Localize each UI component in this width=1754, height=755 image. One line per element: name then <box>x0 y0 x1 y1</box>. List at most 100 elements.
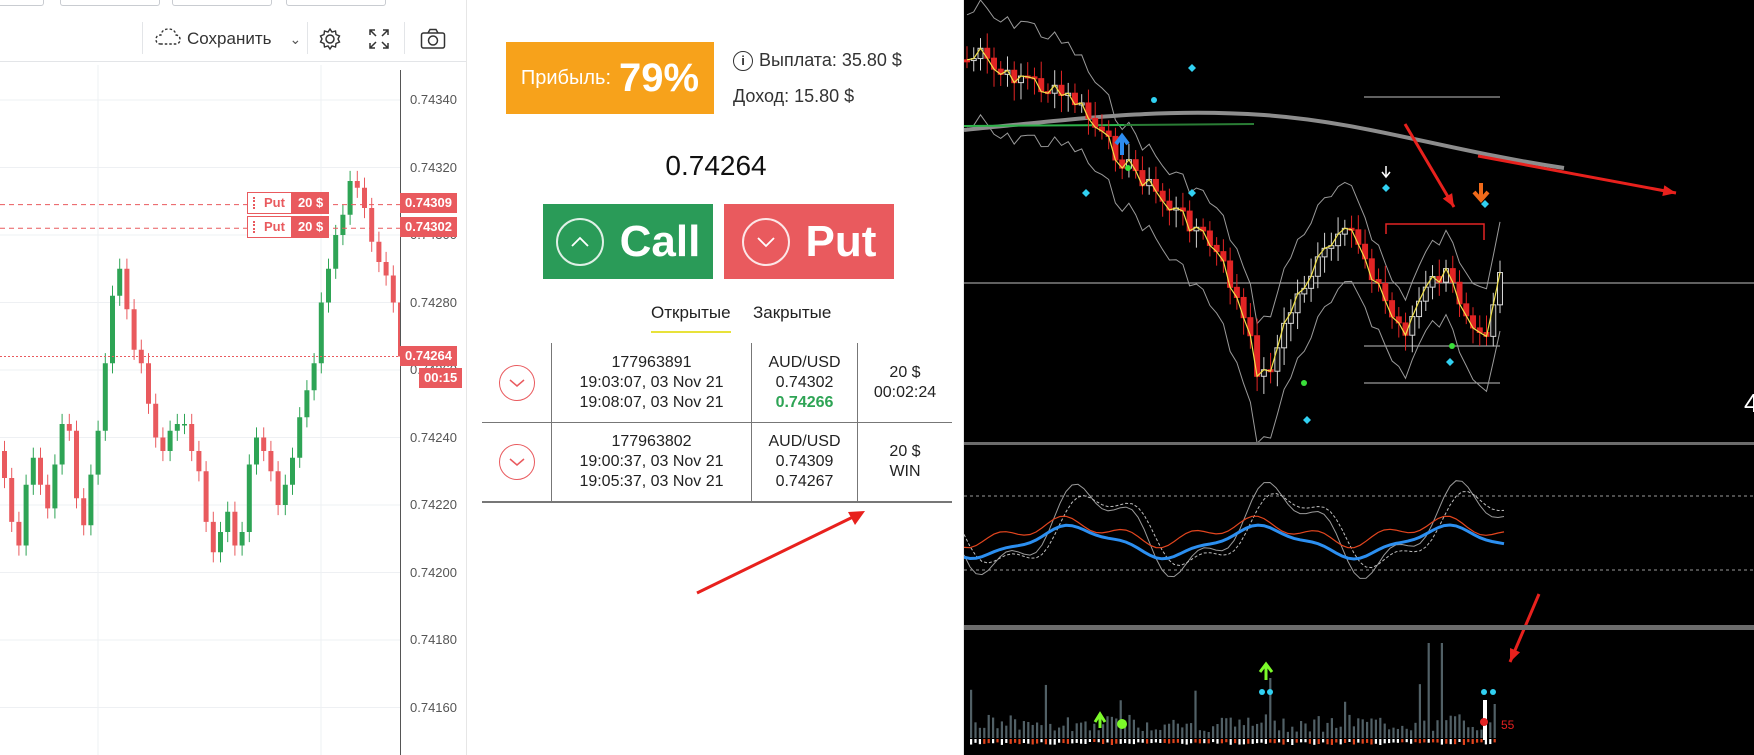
histogram-bar-base <box>1370 739 1373 745</box>
histogram-bar-base <box>1093 739 1096 743</box>
candle-body <box>210 521 216 553</box>
histogram-bar <box>978 727 981 738</box>
histogram-bar-base <box>1423 739 1426 743</box>
camera-icon[interactable] <box>418 24 448 54</box>
profit-value: 79% <box>619 55 700 100</box>
chevron-down-icon[interactable]: ⌄ <box>289 30 302 47</box>
candle-timer-tag: 00:15 <box>419 368 463 388</box>
top-tab-3[interactable] <box>172 0 272 6</box>
indicator-chart[interactable] <box>964 0 1754 755</box>
top-tab-2[interactable] <box>60 0 160 6</box>
tab-closed-trades[interactable]: Закрытые <box>753 303 832 322</box>
histogram-bar-base <box>1260 739 1263 743</box>
histogram-bar-base <box>1361 739 1364 744</box>
candle-body <box>153 403 159 438</box>
histogram-bar <box>1022 721 1025 738</box>
trade-close-price: 0.74267 <box>775 473 834 490</box>
histogram-bar-base <box>1066 739 1069 744</box>
histogram-bar <box>1159 729 1162 738</box>
candlestick-chart[interactable] <box>0 65 400 755</box>
histogram-bar <box>1467 727 1470 738</box>
trade-row[interactable]: 177963891 19:03:07, 03 Nov 21 19:08:07, … <box>482 343 952 423</box>
candle-body <box>225 511 231 532</box>
gear-icon[interactable] <box>315 24 345 54</box>
histogram-bar-base <box>1476 739 1479 743</box>
info-icon[interactable]: i <box>733 50 753 71</box>
histogram-bar <box>1458 714 1461 738</box>
order-put-label[interactable]: Put 20 $ <box>247 216 330 238</box>
save-layout-button[interactable]: Сохранить ⌄ <box>155 24 301 54</box>
histogram-bar-base <box>1330 739 1333 745</box>
histogram-bar <box>1335 727 1338 738</box>
tab-open-trades[interactable]: Открытые <box>651 303 731 333</box>
indicator-chart-panel[interactable]: 55 4 <box>964 0 1754 755</box>
histogram-bar-base <box>1159 739 1162 743</box>
histogram-bar-base <box>1044 739 1047 745</box>
histogram-bar-base <box>1172 739 1175 744</box>
trade-pair-cell: AUD/USD 0.74302 0.74266 <box>752 343 858 422</box>
order-put-label[interactable]: Put 20 $ <box>247 192 330 214</box>
histogram-bar-base <box>1146 739 1149 744</box>
candle-body <box>66 424 72 431</box>
signal-dot <box>1480 718 1488 726</box>
candle-body <box>1274 347 1281 372</box>
trade-open-price: 0.74309 <box>775 453 834 470</box>
candle-body <box>340 214 346 235</box>
profit-label: Прибыль: <box>520 66 612 89</box>
histogram-bar <box>1322 731 1325 738</box>
candle-body <box>1240 296 1247 319</box>
histogram-bar <box>1295 731 1298 738</box>
histogram-bar-base <box>1150 739 1153 744</box>
candle-body <box>1314 256 1321 277</box>
arrow-up-icon <box>1114 132 1130 155</box>
histogram-bar <box>1141 730 1144 738</box>
histogram-bar <box>1106 716 1109 738</box>
chevron-up-icon <box>555 217 604 266</box>
expand-icon[interactable] <box>364 24 394 54</box>
signal-marker <box>1481 689 1487 695</box>
histogram-bar-base <box>1216 739 1219 744</box>
histogram-bar <box>1357 718 1360 738</box>
histogram-bar-base <box>1000 739 1003 745</box>
histogram-bar-base <box>987 739 990 744</box>
histogram-bar-base <box>1018 739 1021 745</box>
candle-body <box>1463 303 1470 317</box>
trade-amount-cell: 20 $ WIN <box>858 423 952 501</box>
histogram-bar-base <box>1203 739 1206 744</box>
histogram-bar <box>1471 726 1474 738</box>
signal-dot <box>1117 719 1127 729</box>
price-tick-label: 0.74200 <box>410 564 457 580</box>
candle-body <box>1281 322 1288 349</box>
candle-body <box>1449 268 1456 283</box>
histogram-bar <box>1396 728 1399 738</box>
histogram-bar <box>1308 731 1311 738</box>
candle-body <box>390 275 396 303</box>
signal-marker <box>1490 689 1496 695</box>
top-tab-1[interactable] <box>0 0 44 6</box>
histogram-bar <box>1238 719 1241 738</box>
histogram-bar <box>1137 727 1140 738</box>
annotation-arrow <box>1510 648 1521 662</box>
put-label: Put <box>805 216 877 266</box>
candle-body <box>1227 260 1234 288</box>
histogram-bar <box>1229 717 1232 738</box>
histogram-bar <box>1313 719 1316 738</box>
histogram-bar <box>1203 730 1206 738</box>
call-button[interactable]: Call <box>543 204 713 279</box>
order-amount: 20 $ <box>291 192 330 214</box>
candle-body <box>1456 281 1463 305</box>
candle-body <box>1470 315 1477 329</box>
histogram-bar <box>1000 721 1003 738</box>
histogram-bar <box>1493 703 1496 738</box>
put-button[interactable]: Put <box>724 204 894 279</box>
histogram-bar-base <box>1185 739 1188 745</box>
top-tab-4[interactable] <box>286 0 386 6</box>
subwindow-divider <box>964 442 1754 445</box>
price-chart-panel[interactable]: Сохранить ⌄ 0.743400.743200.743000.74280… <box>0 0 466 755</box>
candle-body <box>246 464 252 532</box>
histogram-bar <box>1423 720 1426 738</box>
trade-row[interactable]: 177963802 19:00:37, 03 Nov 21 19:05:37, … <box>482 423 952 503</box>
histogram-bar-base <box>1084 739 1087 744</box>
histogram-bar <box>1260 722 1263 738</box>
histogram-bar <box>1348 714 1351 738</box>
